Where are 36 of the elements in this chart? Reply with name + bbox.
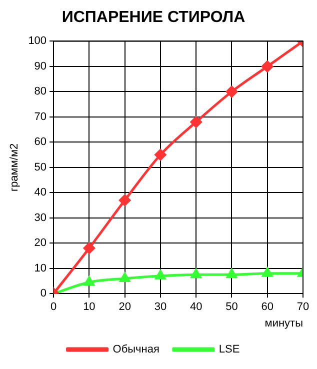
x-tick-label: 60 — [261, 301, 274, 314]
point — [262, 268, 273, 277]
point — [190, 116, 202, 128]
y-tick-label: 0 — [40, 288, 47, 300]
x-tick-label: 50 — [226, 301, 238, 314]
x-axis-title: минуты — [264, 317, 304, 330]
y-tick-label: 70 — [34, 110, 47, 123]
point — [154, 149, 166, 161]
point — [226, 86, 238, 98]
y-tick-label: 20 — [34, 237, 47, 250]
y-axis-title: грамм/м2 — [8, 143, 21, 192]
chart-title: ИСПАРЕНИЕ СТИРОЛА — [62, 9, 246, 26]
point — [155, 270, 166, 280]
y-tick-label: 60 — [34, 136, 47, 148]
y-tick-label: 100 — [28, 35, 47, 48]
x-tick-label: 0 — [50, 301, 57, 314]
x-tick-label: 10 — [83, 301, 96, 314]
point — [262, 60, 274, 72]
y-tick-label: 40 — [34, 186, 47, 199]
point — [84, 276, 94, 286]
y-tick-label: 90 — [34, 60, 47, 72]
x-tick-label: 40 — [190, 301, 202, 314]
x-tick-label: 30 — [154, 301, 167, 314]
x-tick-label: 20 — [118, 301, 131, 314]
point — [119, 194, 131, 206]
y-tick-label: 80 — [34, 86, 47, 98]
y-tick-label: 50 — [34, 161, 47, 174]
point — [226, 268, 237, 278]
y-tick-label: 10 — [34, 262, 47, 274]
legend-label: Обычная — [112, 344, 160, 356]
point — [190, 268, 202, 278]
point — [83, 242, 95, 254]
y-tick-label: 30 — [34, 212, 47, 224]
x-tick-label: 70 — [296, 301, 310, 314]
point — [120, 272, 130, 282]
legend-label: LSE — [218, 344, 240, 356]
